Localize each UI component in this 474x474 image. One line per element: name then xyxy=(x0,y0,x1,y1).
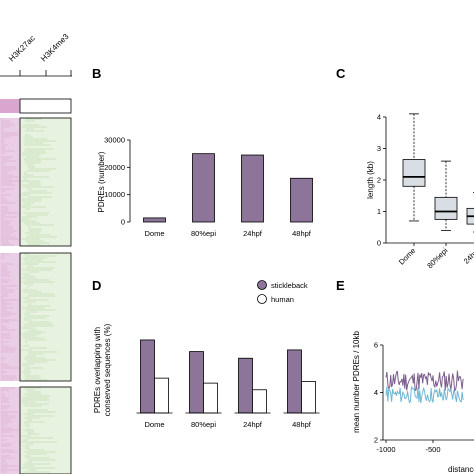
x-tick-label: 80%epi xyxy=(191,420,216,429)
panel-e-xlabel: distance xyxy=(448,465,474,474)
legend-label: stickleback xyxy=(271,281,308,290)
panel-c-letter: C xyxy=(336,66,346,81)
bar-human xyxy=(203,382,218,414)
bar-human xyxy=(252,389,267,414)
x-tick-label: Dome xyxy=(144,229,164,238)
y-tick-label: 30000 xyxy=(104,136,125,145)
panel-c-ylabel: length (kb) xyxy=(366,161,375,199)
heatmap-panel: H3K27ac H3K4me3 xyxy=(0,32,72,474)
y-tick-label: 6 xyxy=(374,341,378,350)
legend-marker xyxy=(257,280,267,290)
bar-stickleback xyxy=(287,349,302,414)
bar xyxy=(290,177,313,223)
series-line-2 xyxy=(385,385,464,404)
bar-stickleback xyxy=(189,351,204,414)
panel-d-ylabel-line2: conserved sequences (%) xyxy=(103,323,112,416)
y-tick-label: 10000 xyxy=(104,190,125,199)
y-tick-label: 1 xyxy=(377,207,381,216)
heatmap-block-3-right xyxy=(19,386,72,474)
x-tick-label: Dome xyxy=(397,246,418,267)
panel-e-letter: E xyxy=(336,278,345,293)
y-tick-label: 0 xyxy=(377,239,381,248)
bar xyxy=(143,217,166,223)
bar-human xyxy=(301,381,316,414)
x-tick-label: 80%epi xyxy=(191,229,216,238)
box xyxy=(402,159,426,187)
panel-d-chart: Dome 80%epi 24hpf 48hpf stickleback human xyxy=(136,280,320,429)
heatmap-texture xyxy=(1,118,57,473)
panel-d-letter: D xyxy=(92,278,101,293)
legend-label: human xyxy=(271,295,294,304)
bar xyxy=(241,154,264,223)
y-tick-label: 4 xyxy=(374,388,378,397)
y-tick-label: 2 xyxy=(377,176,381,185)
legend-marker xyxy=(257,294,267,304)
heatmap-block-1-left xyxy=(0,118,20,246)
heatmap-block-2-left xyxy=(0,253,20,381)
y-tick-label: 20000 xyxy=(104,163,125,172)
x-tick-label: -1000 xyxy=(376,445,395,454)
panel-c: C length (kb) 0 1 2 3 4 Dome 80%epi 24hpf xyxy=(336,66,474,270)
x-tick-label: 24hpf xyxy=(243,420,263,429)
panel-e-chart: 2 4 6 -1000 -500 xyxy=(374,341,474,454)
panel-d-ylabel-line1: PDREs overlapping with xyxy=(93,327,102,413)
panel-b-chart: 0 10000 20000 30000 Dome 80%epi 24hpf 48hpf xyxy=(104,136,313,238)
series-line-1 xyxy=(385,370,464,392)
x-tick-label: 80%epi xyxy=(425,246,449,270)
bar-stickleback xyxy=(140,339,155,414)
heatmap-header-right xyxy=(19,98,72,114)
y-tick-label: 3 xyxy=(377,144,381,153)
x-tick-label: 24hpf xyxy=(243,229,263,238)
panel-e-ylabel: mean number PDREs / 10kb xyxy=(352,331,361,433)
panel-b: B PDREs (number) 0 10000 20000 30000 Dome 80%… xyxy=(92,66,313,238)
box xyxy=(434,196,458,220)
x-tick-label: 24hpf xyxy=(462,245,474,265)
bar-human xyxy=(154,377,169,414)
heatmap-column-label-h3k27ac: H3K27ac xyxy=(7,34,37,64)
bar-stickleback xyxy=(238,357,253,414)
y-tick-label: 2 xyxy=(374,436,378,445)
x-tick-label: -500 xyxy=(425,445,440,454)
bar xyxy=(192,153,215,223)
y-tick-label: 0 xyxy=(121,218,125,227)
heatmap-header-left xyxy=(0,99,20,113)
panel-d: D PDREs overlapping with conserved seque… xyxy=(92,278,320,429)
panel-b-ylabel: PDREs (number) xyxy=(97,151,106,212)
x-tick-label: 48hpf xyxy=(292,229,312,238)
y-tick-label: 4 xyxy=(377,113,381,122)
panel-c-chart: 0 1 2 3 4 Dome 80%epi 24hpf xyxy=(377,113,474,270)
heatmap-column-label-h3k4me3: H3K4me3 xyxy=(39,32,71,64)
panel-e: E mean number PDREs / 10kb distance 2 4 6 -… xyxy=(336,278,474,474)
panel-b-letter: B xyxy=(92,66,101,81)
x-tick-label: 48hpf xyxy=(292,420,312,429)
x-tick-label: Dome xyxy=(144,420,164,429)
